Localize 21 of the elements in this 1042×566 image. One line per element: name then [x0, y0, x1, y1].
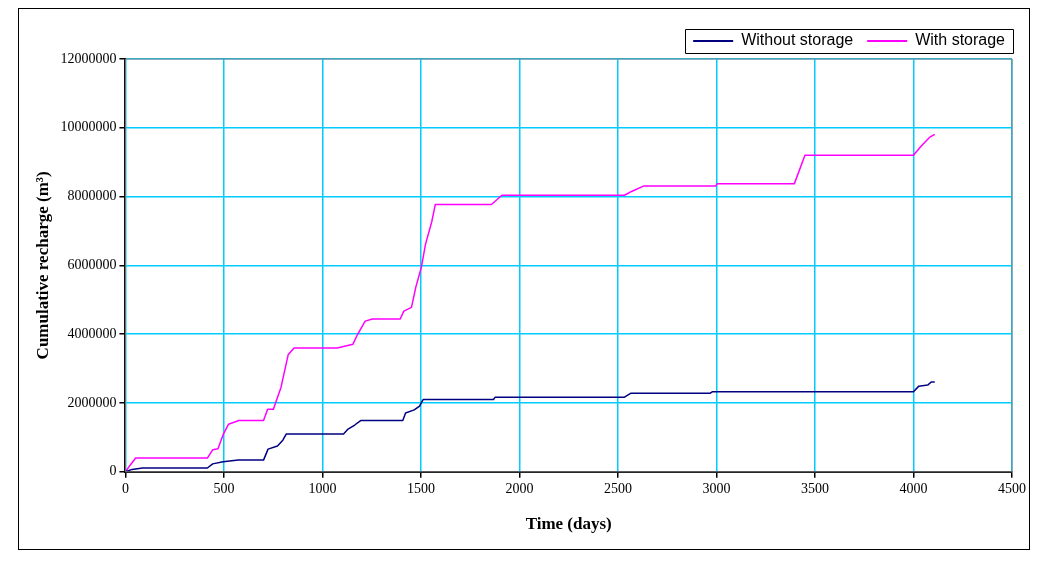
y-tick-label: 8000000	[67, 188, 117, 204]
x-tick-label: 3000	[702, 480, 731, 496]
y-tick-label: 12000000	[60, 50, 117, 66]
legend-label: With storage	[915, 31, 1006, 49]
x-axis-title: Time (days)	[525, 514, 612, 534]
x-tick-label: 500	[213, 480, 235, 496]
x-tick-label: 3500	[800, 480, 829, 496]
y-tick-label: 10000000	[60, 119, 117, 135]
x-tick-label: 2500	[603, 480, 632, 496]
y-tick-label: 4000000	[67, 325, 117, 341]
y-tick-label: 0	[109, 463, 117, 479]
y-axis-title: Cumulative recharge (m³)	[32, 171, 52, 360]
y-tick-label: 6000000	[67, 257, 117, 273]
y-tick-label: 2000000	[67, 394, 117, 410]
x-tick-label: 1500	[406, 480, 435, 496]
x-tick-label: 1000	[308, 480, 337, 496]
x-tick-label: 4500	[998, 480, 1026, 496]
x-tick-label: 0	[121, 480, 129, 496]
x-tick-label: 2000	[505, 480, 534, 496]
legend-label: Without storage	[741, 31, 854, 49]
x-tick-label: 4000	[899, 480, 928, 496]
